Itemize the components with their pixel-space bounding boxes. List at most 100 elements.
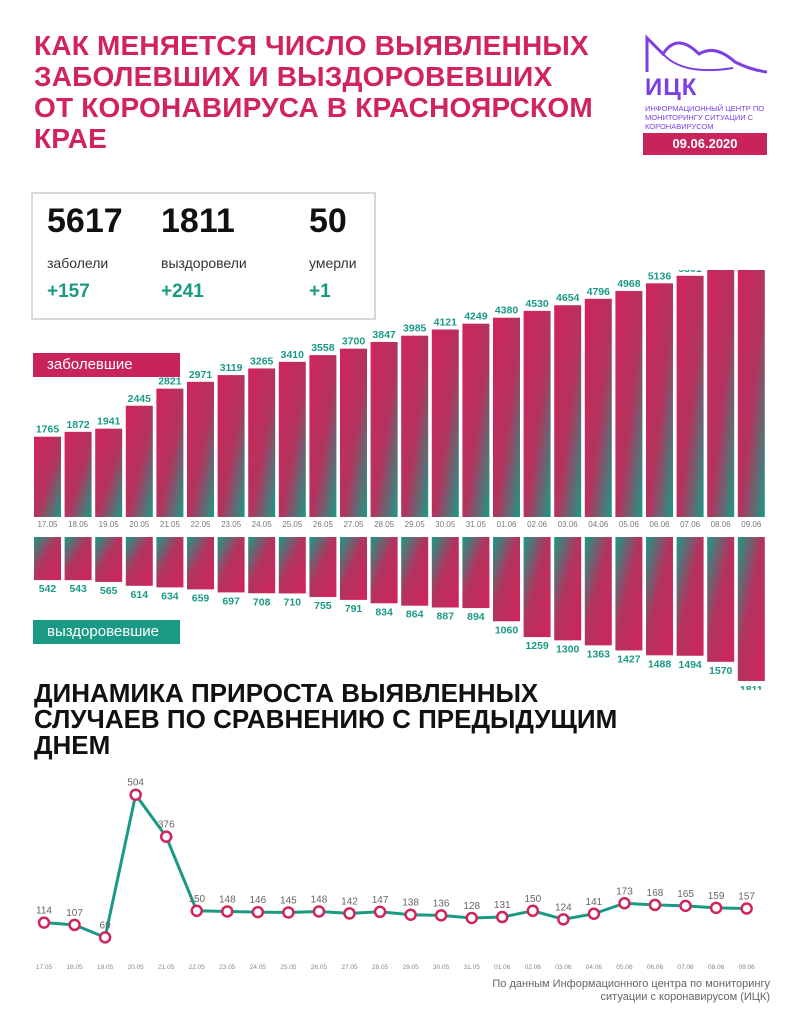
bar-recovered-23.05 [217, 537, 245, 593]
stat-sick: 5617 заболели +157 [47, 202, 123, 303]
line-date-label: 17.05 [36, 964, 53, 971]
line-point-25.05 [282, 906, 295, 919]
bar-sick-label: 2821 [158, 376, 182, 388]
bar-date-label: 30.05 [435, 520, 456, 529]
bar-recovered-06.06 [646, 537, 673, 656]
line-value-label: 145 [280, 895, 297, 906]
line-value-label: 150 [524, 894, 541, 905]
bar-date-label: 22.05 [190, 520, 211, 529]
line-date-label: 21.05 [158, 964, 175, 971]
bar-recovered-24.05 [248, 537, 276, 594]
bar-sick-label: 4654 [556, 292, 580, 304]
line-point-26.05 [312, 905, 326, 918]
stat-sick-label: заболели [47, 255, 109, 271]
bar-recovered-09.06 [737, 537, 765, 681]
line-point-02.06 [526, 904, 540, 918]
line-date-label: 01.06 [494, 964, 511, 971]
bar-recovered-label: 614 [131, 589, 149, 601]
line-point-19.05 [98, 931, 112, 944]
bar-date-label: 06.06 [649, 520, 670, 529]
bar-recovered-label: 565 [100, 585, 118, 597]
bar-sick-01.06 [493, 317, 520, 517]
bar-sick-05.06 [615, 290, 643, 517]
bar-sick-17.05 [34, 436, 61, 517]
line-value-label: 69 [100, 920, 112, 931]
bar-date-label: 03.06 [558, 520, 579, 529]
line-value-label: 114 [36, 906, 52, 917]
stat-recovered-delta: +241 [161, 281, 204, 302]
bar-sick-25.05 [278, 361, 306, 517]
bar-recovered-label: 659 [192, 592, 210, 604]
bar-recovered-26.05 [309, 537, 337, 598]
bar-sick-label: 1941 [97, 416, 121, 428]
bar-sick-label: 3558 [311, 342, 335, 354]
stats-box: 5617 заболели +157 1811 выздоровели +241… [31, 192, 376, 320]
line-value-label: 173 [616, 886, 633, 897]
bar-sick-label: 5301 [678, 270, 702, 275]
bar-date-label: 27.05 [343, 520, 364, 529]
bar-sick-label: 4380 [495, 305, 519, 317]
bar-recovered-label: 834 [375, 606, 393, 618]
legend-sick: заболевшие [33, 353, 180, 377]
bar-recovered-label: 755 [314, 600, 332, 612]
line-point-28.05 [373, 905, 387, 919]
line-date-label: 26.05 [311, 964, 328, 971]
bar-sick-22.05 [187, 381, 214, 517]
line-value-label: 107 [66, 908, 83, 919]
bar-recovered-20.05 [125, 537, 153, 586]
stat-deaths: 50 умерли +1 [309, 202, 357, 303]
line-date-label: 28.05 [372, 964, 389, 971]
bar-date-label: 05.06 [619, 520, 640, 529]
logo-mountain-icon [645, 34, 768, 74]
bar-sick-30.05 [431, 329, 459, 517]
line-series [43, 793, 747, 939]
logo-subtitle: ИНФОРМАЦИОННЫЙ ЦЕНТР ПО МОНИТОРИНГУ СИТУ… [645, 104, 765, 131]
line-point-09.06 [740, 902, 753, 915]
line-point-07.06 [679, 899, 692, 913]
bar-sick-label: 2445 [128, 393, 152, 405]
bar-recovered-label: 1811 [740, 684, 763, 690]
logo-name: ИЦК [645, 74, 698, 101]
bar-sick-label: 3847 [372, 329, 396, 341]
bar-date-label: 09.06 [741, 520, 762, 529]
bar-date-label: 28.05 [374, 520, 395, 529]
bar-recovered-label: 864 [406, 609, 424, 621]
line-point-30.05 [434, 909, 448, 922]
bar-sick-label: 3410 [281, 349, 305, 361]
line-date-label: 06.06 [647, 964, 664, 971]
line-point-17.05 [37, 916, 51, 929]
bar-sick-label: 3119 [220, 362, 243, 374]
bar-recovered-18.05 [64, 537, 92, 581]
bar-recovered-27.05 [340, 537, 367, 600]
bar-recovered-label: 887 [437, 611, 455, 623]
line-value-label: 504 [127, 778, 144, 789]
bar-sick-27.05 [340, 348, 367, 517]
bar-recovered-28.05 [370, 537, 398, 604]
section2-title: ДИНАМИКА ПРИРОСТА ВЫЯВЛЕННЫХ СЛУЧАЕВ ПО … [34, 678, 618, 760]
line-point-24.05 [251, 905, 265, 919]
bar-recovered-label: 543 [69, 583, 87, 595]
line-date-label: 03.06 [555, 964, 572, 971]
stat-sick-value: 5617 [47, 202, 123, 240]
line-point-31.05 [465, 911, 478, 925]
bar-recovered-05.06 [615, 537, 643, 651]
bar-recovered-label: 1494 [678, 659, 702, 671]
bar-recovered-22.05 [187, 537, 214, 590]
line-value-label: 147 [372, 895, 389, 906]
bar-sick-07.06 [676, 275, 704, 517]
bar-recovered-label: 710 [284, 596, 302, 608]
bar-recovered-25.05 [278, 537, 306, 594]
bar-recovered-31.05 [462, 537, 490, 609]
bar-sick-31.05 [462, 323, 490, 517]
line-date-label: 27.05 [341, 964, 358, 971]
bar-recovered-02.06 [523, 537, 551, 638]
stat-sick-delta: +157 [47, 281, 90, 302]
stat-deaths-delta: +1 [309, 281, 331, 302]
bar-sick-label: 4968 [617, 278, 641, 290]
bar-sick-label: 5136 [648, 270, 672, 282]
bar-recovered-01.06 [493, 537, 520, 622]
bar-recovered-label: 542 [39, 583, 57, 595]
bar-recovered-07.06 [676, 537, 704, 656]
line-date-label: 29.05 [402, 964, 419, 971]
line-point-06.06 [648, 898, 662, 912]
